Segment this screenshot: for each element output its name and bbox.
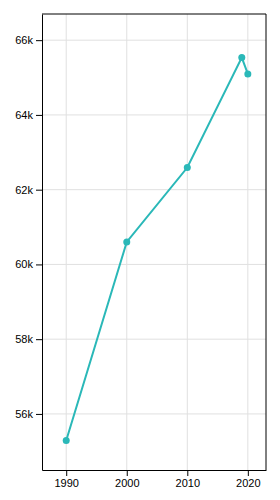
axis-line: [42, 15, 43, 471]
tick-label: 58k: [15, 333, 33, 345]
tick: 1990: [54, 470, 78, 489]
grid-line: [247, 14, 248, 470]
tick-label: 2010: [176, 477, 200, 489]
tick: 60k: [15, 258, 42, 270]
tick: 2010: [176, 470, 200, 489]
tick: 64k: [15, 109, 42, 121]
y-axis: 56k 58k 60k 62k 64k 66k: [15, 15, 42, 471]
tick-label: 2000: [115, 477, 139, 489]
plot-area: 1990 2000 2010 2020 56k 58k 60k 62k 64k 66k: [15, 14, 266, 489]
marker: [238, 54, 245, 61]
tick-mark: [66, 470, 67, 476]
tick-mark: [36, 339, 42, 340]
tick-mark: [248, 470, 249, 476]
marker: [184, 164, 191, 171]
series: [63, 54, 252, 444]
tick-mark: [36, 264, 42, 265]
tick: 66k: [15, 34, 42, 46]
chart: 1990 2000 2010 2020 56k 58k 60k 62k 64k 66k: [0, 0, 280, 500]
grid-line: [187, 14, 188, 470]
tick-mark: [36, 414, 42, 415]
grid-line: [42, 339, 266, 340]
marker: [63, 437, 70, 444]
tick: 58k: [15, 333, 42, 345]
grid-line: [42, 40, 266, 41]
tick: 2000: [115, 470, 139, 489]
grid-line: [42, 114, 266, 115]
tick-label: 64k: [15, 109, 33, 121]
line: [66, 58, 248, 441]
marker: [123, 238, 130, 245]
tick: 62k: [15, 184, 42, 196]
grid-line: [42, 413, 266, 414]
grid: [42, 14, 266, 470]
tick-label: 60k: [15, 258, 33, 270]
frame: [266, 14, 267, 470]
axis-line: [43, 470, 267, 471]
grid-line: [66, 14, 67, 470]
marker: [244, 70, 251, 77]
tick-mark: [127, 470, 128, 476]
tick-mark: [187, 470, 188, 476]
tick-label: 56k: [15, 408, 33, 420]
tick-label: 2020: [236, 477, 260, 489]
tick-mark: [36, 190, 42, 191]
tick-mark: [36, 115, 42, 116]
grid-line: [42, 189, 266, 190]
x-axis: 1990 2000 2010 2020: [43, 470, 267, 489]
grid-line: [42, 264, 266, 265]
tick-label: 62k: [15, 184, 33, 196]
tick-mark: [36, 40, 42, 41]
frame: [42, 14, 266, 15]
tick-label: 66k: [15, 34, 33, 46]
tick: 56k: [15, 408, 42, 420]
tick: 2020: [236, 470, 260, 489]
tick-label: 1990: [54, 477, 78, 489]
